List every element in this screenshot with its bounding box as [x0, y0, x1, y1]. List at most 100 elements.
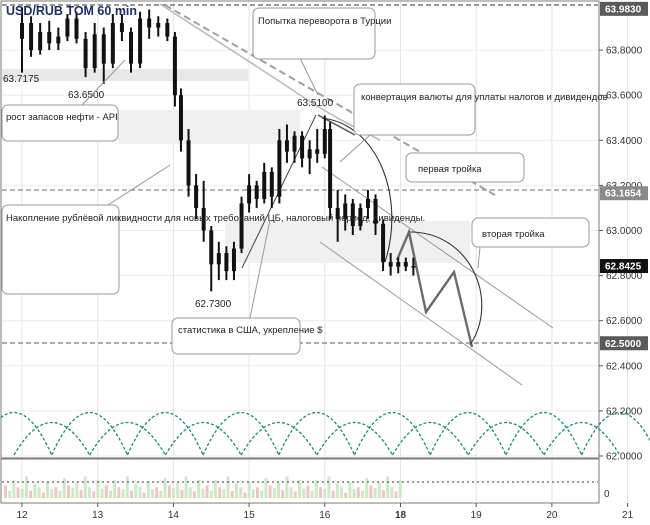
volume-bar [172, 487, 175, 498]
candle-body [56, 36, 61, 44]
x-tick-label: 13 [92, 510, 104, 521]
second-triple-arc [409, 231, 483, 346]
price-tag-label: 63.9830 [605, 4, 642, 15]
callout-turkey: Попытка переворота в Турции [252, 7, 391, 96]
candle-body [403, 262, 408, 267]
candle-body [29, 23, 34, 51]
volume-bar [134, 483, 138, 498]
candle-body [178, 95, 183, 141]
candle-body [373, 198, 378, 224]
cycle-arc [13, 421, 91, 456]
volume-bar [361, 490, 364, 498]
candle-body [65, 18, 70, 37]
volume-bar [373, 487, 377, 498]
candle-body [315, 149, 320, 154]
volume-bar [176, 482, 180, 498]
volume-bar [180, 490, 184, 498]
volume-bar [264, 478, 268, 498]
volume-bar [41, 492, 45, 498]
callout-first-triple: первая тройка [405, 152, 525, 183]
candle-body [411, 266, 416, 268]
volume-bar [159, 490, 163, 498]
cycle-arc [467, 421, 545, 456]
volume-bar [235, 483, 238, 498]
candle-body [47, 32, 52, 44]
volume-bar [239, 487, 243, 498]
volume-zero-label: 0 [604, 489, 610, 500]
volume-bar [151, 489, 154, 498]
volume-bar [331, 490, 335, 498]
volume-bar [327, 476, 331, 498]
volume-bar [281, 490, 285, 498]
candle-body [83, 38, 88, 69]
price-tag [600, 1, 648, 16]
volume-bar [125, 476, 129, 498]
candle-body [224, 253, 229, 272]
price-tag-label: 62.5000 [605, 339, 642, 350]
cycle-arc [391, 421, 469, 456]
oil-zone [118, 110, 300, 144]
point-label-1: 63.7175 [3, 74, 40, 85]
volume-bar [340, 487, 343, 498]
volume-bar [12, 480, 16, 498]
y-axis: 63.800063.600063.400063.200063.000062.80… [599, 46, 643, 463]
volume-bar [277, 482, 280, 498]
candle-body [129, 32, 134, 64]
volume-bar [365, 478, 369, 498]
cycle-arc [543, 421, 621, 456]
candle-body [381, 223, 386, 263]
candle-body [388, 262, 393, 267]
volume-bar [298, 480, 301, 498]
candle-body [119, 23, 124, 33]
volume-bar [79, 490, 83, 498]
volume-bars [4, 476, 402, 498]
volume-bar [285, 476, 289, 498]
svg-text:Попытка переворота в Турции: Попытка переворота в Турции [258, 16, 391, 27]
price-tag [600, 259, 648, 274]
volume-bar [382, 490, 385, 498]
volume-bar [25, 476, 28, 498]
point-label-4: 62.7300 [195, 299, 232, 310]
volume-bar [8, 490, 12, 498]
volume-bar [205, 485, 209, 498]
volume-bar [54, 487, 58, 498]
volume-bar [193, 491, 196, 498]
x-tick-label: 15 [244, 510, 256, 521]
cycle-arc [89, 421, 166, 456]
x-tick-label: 12 [16, 510, 28, 521]
volume-bar [310, 490, 314, 498]
candle-body [201, 207, 206, 231]
dashed-trendline [164, 4, 496, 196]
volume-bar [222, 489, 226, 498]
y-tick-label: 62.6000 [606, 316, 643, 327]
y-tick-label: 62.0000 [606, 452, 643, 463]
volume-bar [88, 487, 91, 498]
volume-bar [398, 480, 402, 498]
cycle-arc [316, 421, 394, 456]
volume-bar [130, 490, 133, 498]
candle-body [147, 18, 152, 28]
volume-bar [142, 492, 146, 498]
callout-usstats-text: статистика в США, укрепление $ [178, 325, 323, 336]
volume-bar [268, 485, 272, 498]
cycle-arc [240, 421, 318, 456]
y-tick-label: 62.8000 [606, 271, 643, 282]
y-tick-label: 62.2000 [606, 406, 643, 417]
volume-bar [386, 476, 390, 498]
volume-bar [113, 480, 117, 498]
candle-body [262, 171, 267, 199]
volume-bar [348, 481, 352, 498]
candle-body [209, 230, 214, 265]
candle-body [254, 185, 259, 199]
callout-conversion: конвертация валюты для уплаты налогов и … [339, 83, 608, 163]
candle-body [172, 36, 177, 96]
candle-body [307, 149, 312, 159]
moving-average-line [159, 3, 381, 141]
volume-bar [251, 489, 255, 498]
candle-body [292, 135, 297, 152]
callout-turkey-text: Попытка переворота в Турции [258, 16, 391, 27]
volume-bar [33, 483, 37, 498]
volume-bar [243, 492, 247, 498]
x-tick-label: 20 [546, 510, 558, 521]
volume-bar [226, 476, 230, 498]
